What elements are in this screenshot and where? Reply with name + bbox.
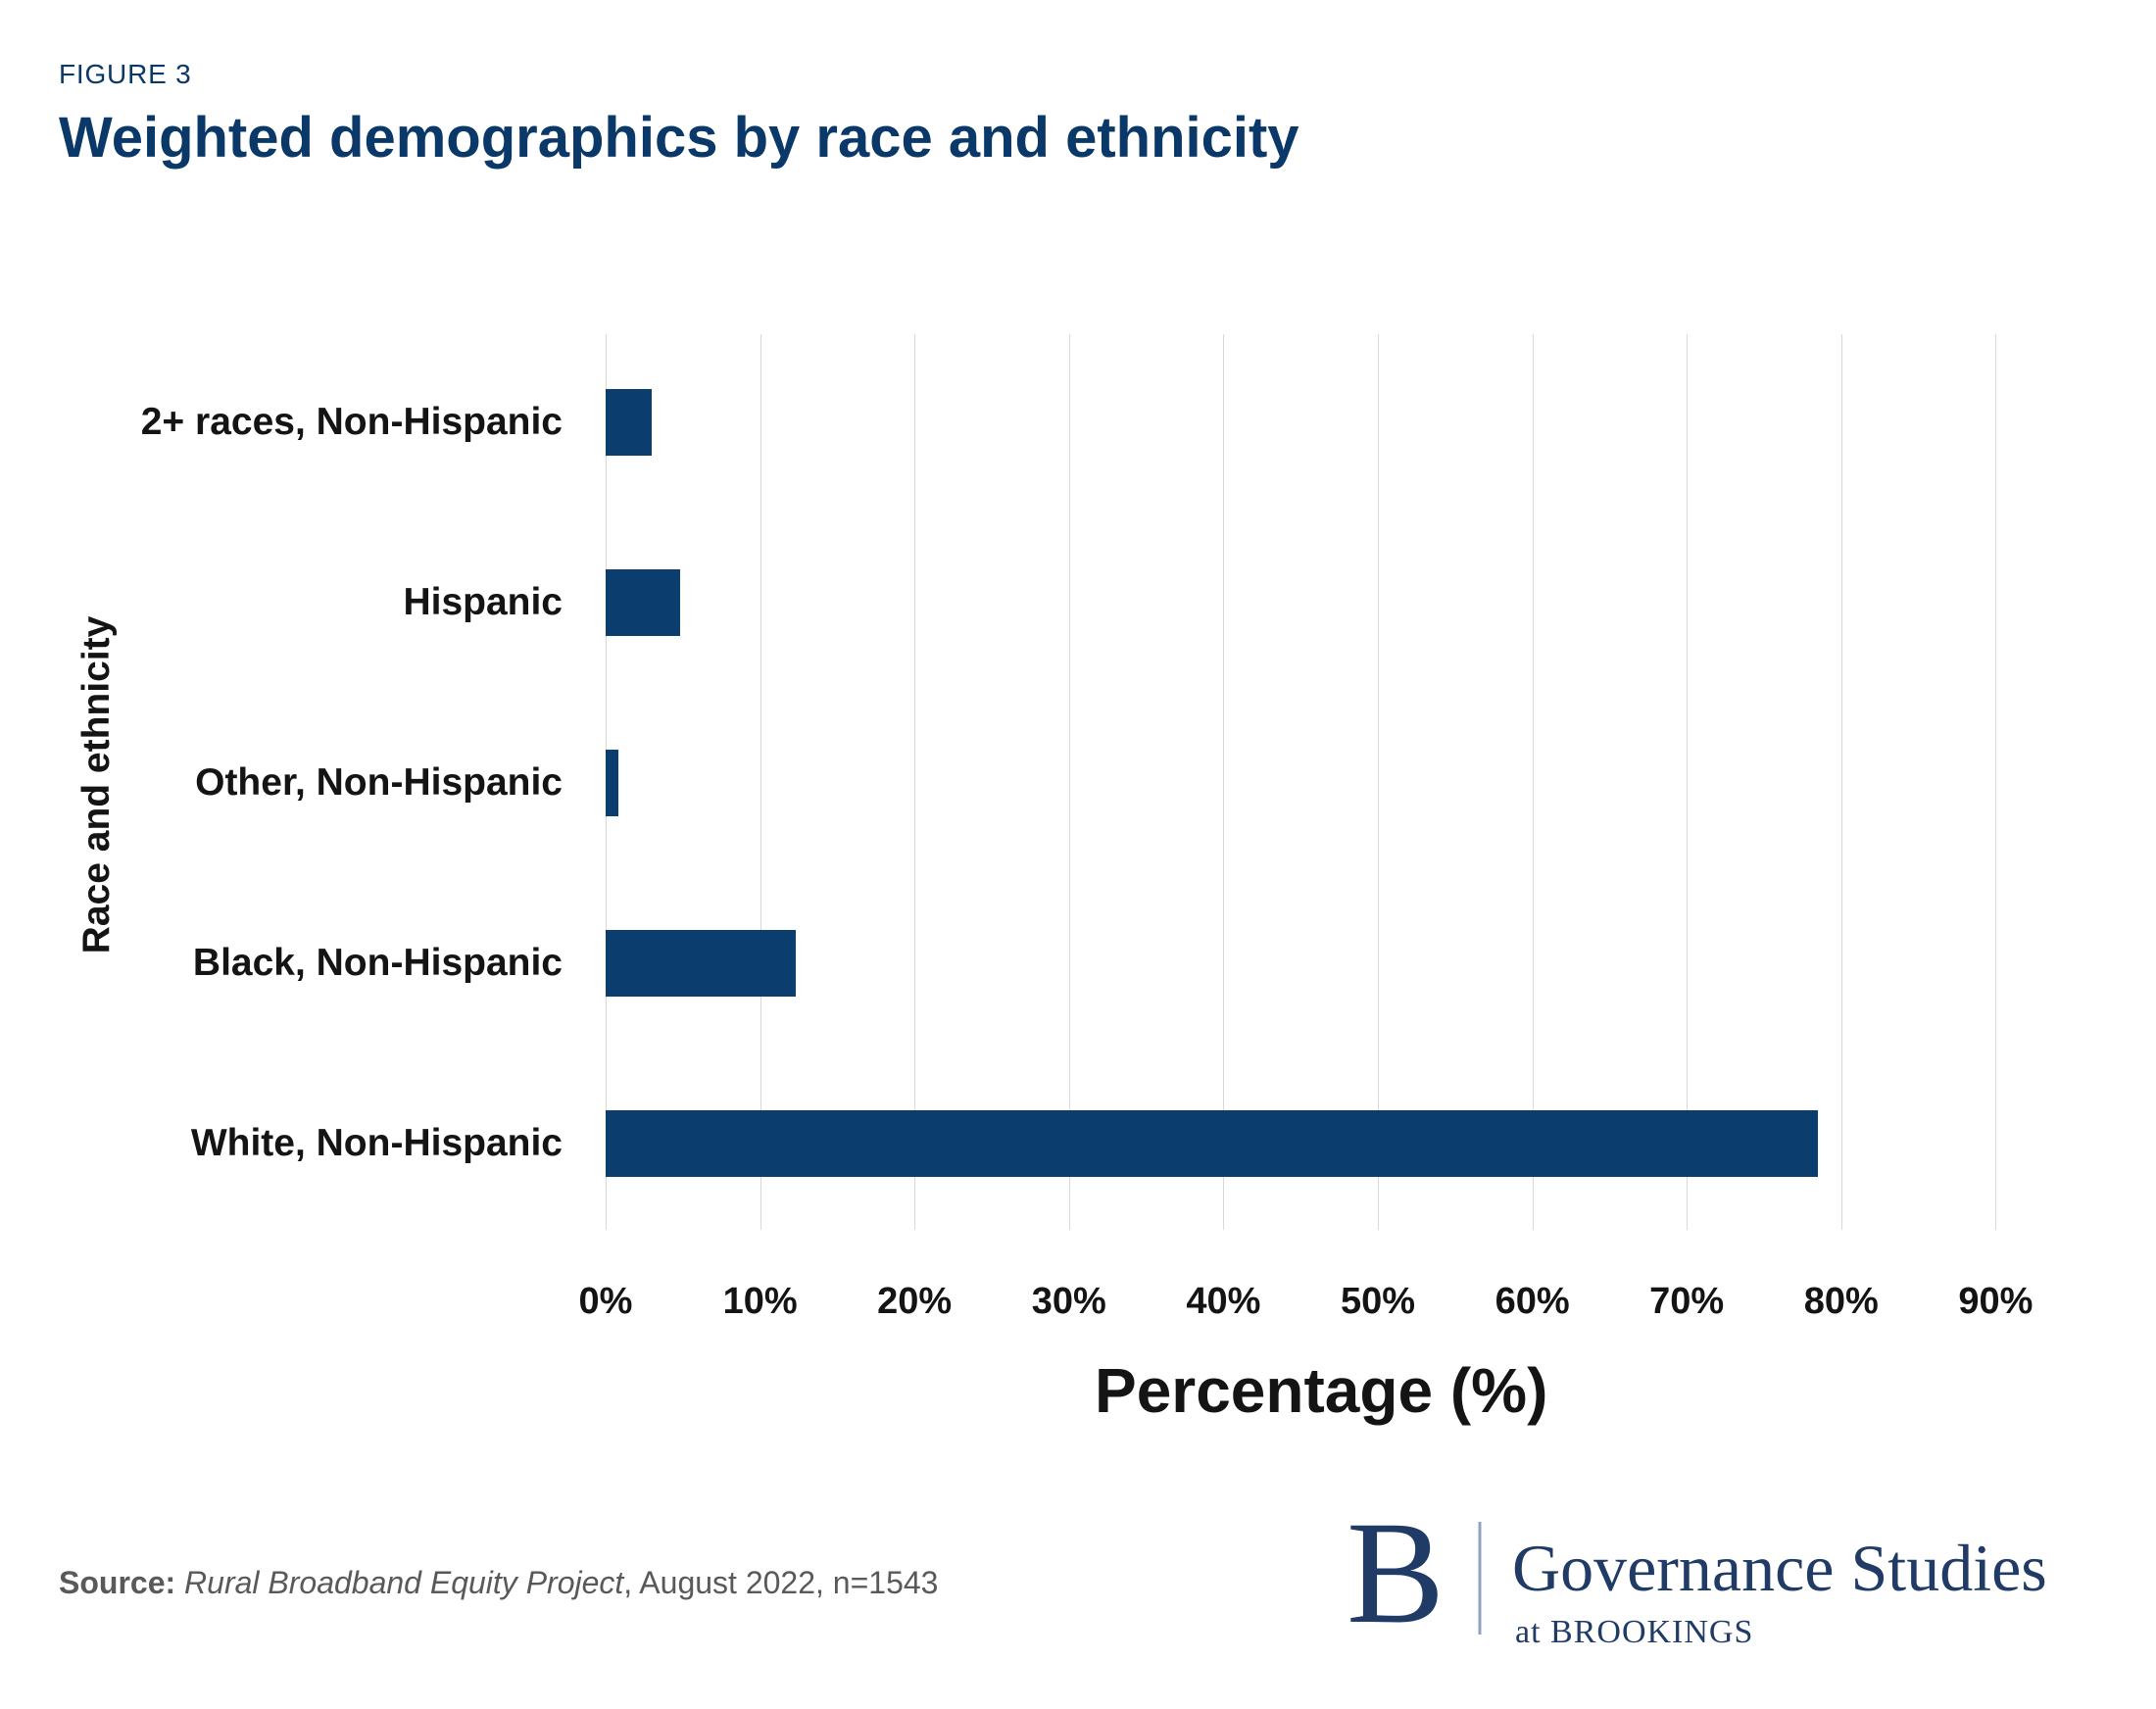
svg-text:at BROOKINGS: at BROOKINGS	[1515, 1614, 1753, 1650]
svg-text:Governance Studies: Governance Studies	[1512, 1531, 2047, 1605]
svg-text:B: B	[1350, 1517, 1445, 1654]
